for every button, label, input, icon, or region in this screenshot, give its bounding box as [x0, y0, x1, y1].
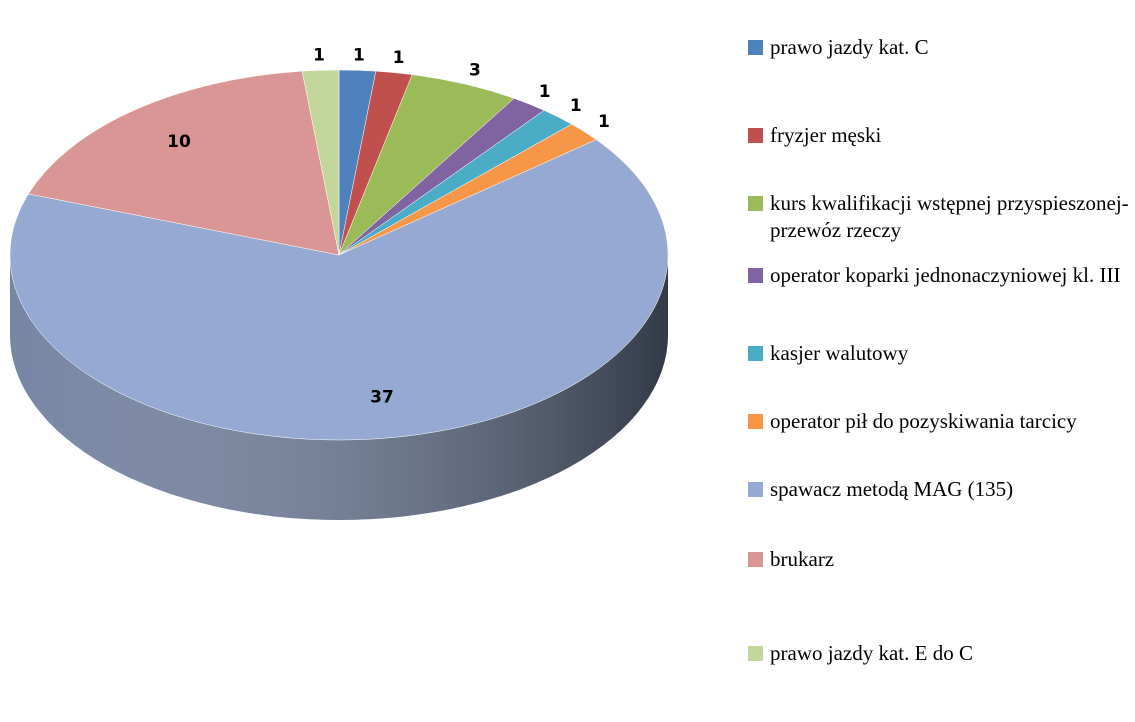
data-label: 1 [598, 112, 610, 132]
legend-label: operator pił do pozyskiwania tarcicy [770, 409, 1077, 433]
data-label: 3 [469, 60, 481, 80]
data-label: 37 [370, 387, 394, 407]
legend-swatch [748, 646, 763, 661]
legend-entry: fryzjer męski [748, 122, 1133, 149]
data-label: 1 [570, 96, 582, 116]
data-label: 1 [313, 46, 325, 66]
slice [28, 70, 340, 256]
legend-label: prawo jazdy kat. E do C [770, 641, 973, 665]
legend-entry: prawo jazdy kat. C [748, 34, 1133, 61]
data-label: 1 [353, 46, 365, 66]
legend-entry: prawo jazdy kat. E do C [748, 640, 1133, 667]
legend-swatch [748, 552, 763, 567]
legend-swatch [748, 482, 763, 497]
legend-label: prawo jazdy kat. C [770, 35, 929, 59]
slice [301, 69, 340, 256]
legend-swatch [748, 196, 763, 211]
legend-label: operator koparki jednonaczyniowej kl. II… [770, 263, 1121, 287]
legend-entry: kasjer walutowy [748, 340, 1133, 367]
legend-label: fryzjer męski [770, 123, 882, 147]
legend-label: brukarz [770, 547, 835, 571]
legend-label: kasjer walutowy [770, 341, 909, 365]
legend-entry: operator pił do pozyskiwania tarcicy [748, 408, 1133, 435]
data-label: 1 [393, 48, 405, 68]
legend-entry: kurs kwalifikacji wstępnej przyspieszone… [748, 190, 1133, 244]
data-label: 10 [167, 132, 191, 152]
legend-entry: brukarz [748, 546, 1133, 573]
data-label: 1 [539, 82, 551, 102]
legend-swatch [748, 40, 763, 55]
legend-swatch [748, 346, 763, 361]
legend-swatch [748, 268, 763, 283]
legend-label: spawacz metodą MAG (135) [770, 477, 1014, 501]
legend-label: kurs kwalifikacji wstępnej przyspieszone… [770, 191, 1129, 242]
legend-swatch [748, 128, 763, 143]
legend-swatch [748, 414, 763, 429]
legend-entry: operator koparki jednonaczyniowej kl. II… [748, 262, 1133, 289]
slice [9, 139, 669, 441]
legend-entry: spawacz metodą MAG (135) [748, 476, 1133, 503]
side-shade [10, 255, 668, 520]
